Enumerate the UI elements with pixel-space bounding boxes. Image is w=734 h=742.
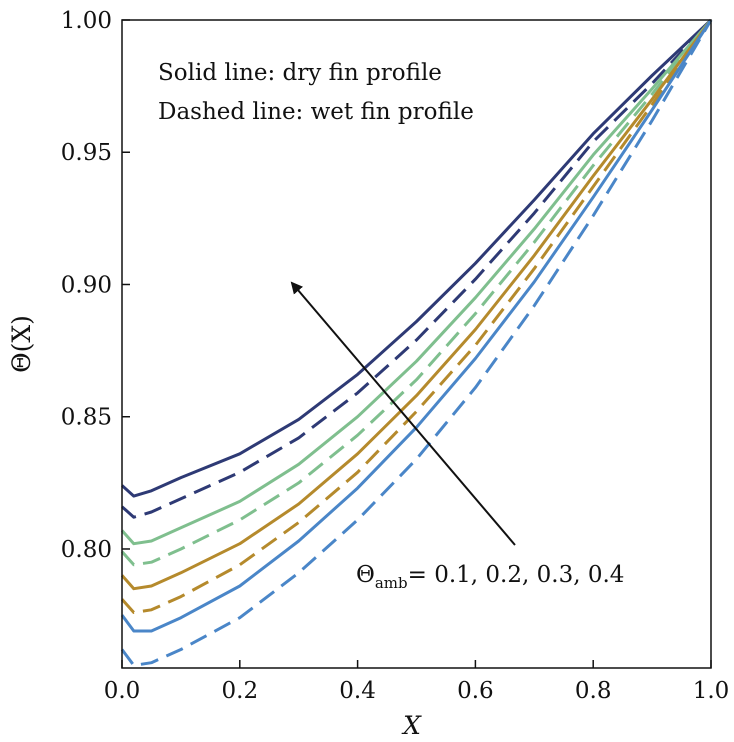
x-tick-label: 1.0 <box>693 678 730 704</box>
legend-note-dry: Solid line: dry fin profile <box>158 60 442 86</box>
y-tick-label: 1.00 <box>61 8 112 34</box>
trend-arrow <box>290 281 516 546</box>
series-line-3-solid <box>120 19 713 546</box>
x-tick-label: 0.0 <box>104 678 141 704</box>
series-line-4-dashed <box>120 19 713 567</box>
x-tick-label: 0.2 <box>222 678 259 704</box>
series-line-6-dashed <box>120 19 713 614</box>
arrow-label: Θamb= 0.1, 0.2, 0.3, 0.4 <box>356 562 624 592</box>
arrow-label-theta: Θ <box>356 562 375 588</box>
series-layer <box>120 18 713 667</box>
arrow-label-values: = 0.1, 0.2, 0.3, 0.4 <box>408 562 625 588</box>
y-tick-label: 0.95 <box>61 140 112 166</box>
x-tick-label: 0.8 <box>575 678 612 704</box>
x-tick-label: 0.6 <box>457 678 494 704</box>
plot-frame <box>121 19 712 669</box>
y-tick-label: 0.80 <box>61 537 112 563</box>
x-axis-label: X <box>401 711 422 740</box>
y-tick-label: 0.90 <box>61 272 112 298</box>
series-line-8-dashed <box>120 19 713 667</box>
x-tick-label: 0.4 <box>339 678 376 704</box>
series-line-5-solid <box>120 19 713 591</box>
series-line-7-solid <box>120 19 713 633</box>
arrow-label-subscript: amb <box>375 574 408 592</box>
y-tick-label: 0.85 <box>61 405 112 431</box>
x-ticks: 0.0 0.2 0.4 0.6 0.8 1.0 <box>104 660 730 704</box>
y-ticks: 0.80 0.85 0.90 0.95 1.00 <box>61 8 130 563</box>
y-axis-label: Θ(X) <box>7 315 36 373</box>
legend-note-wet: Dashed line: wet fin profile <box>158 99 474 125</box>
series-line-1-solid <box>120 18 713 498</box>
series-line-2-dashed <box>121 18 713 519</box>
